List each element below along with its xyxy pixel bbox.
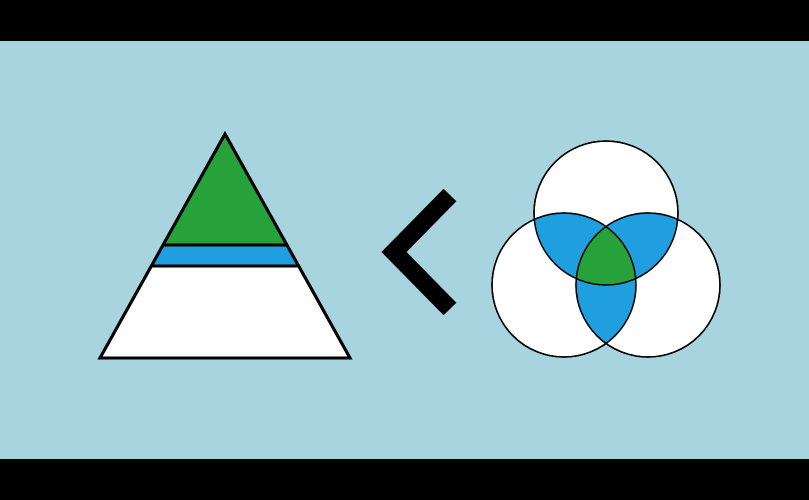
pyramid-band — [151, 245, 298, 266]
letterbox-bottom — [0, 459, 809, 500]
letterbox-top — [0, 0, 809, 41]
